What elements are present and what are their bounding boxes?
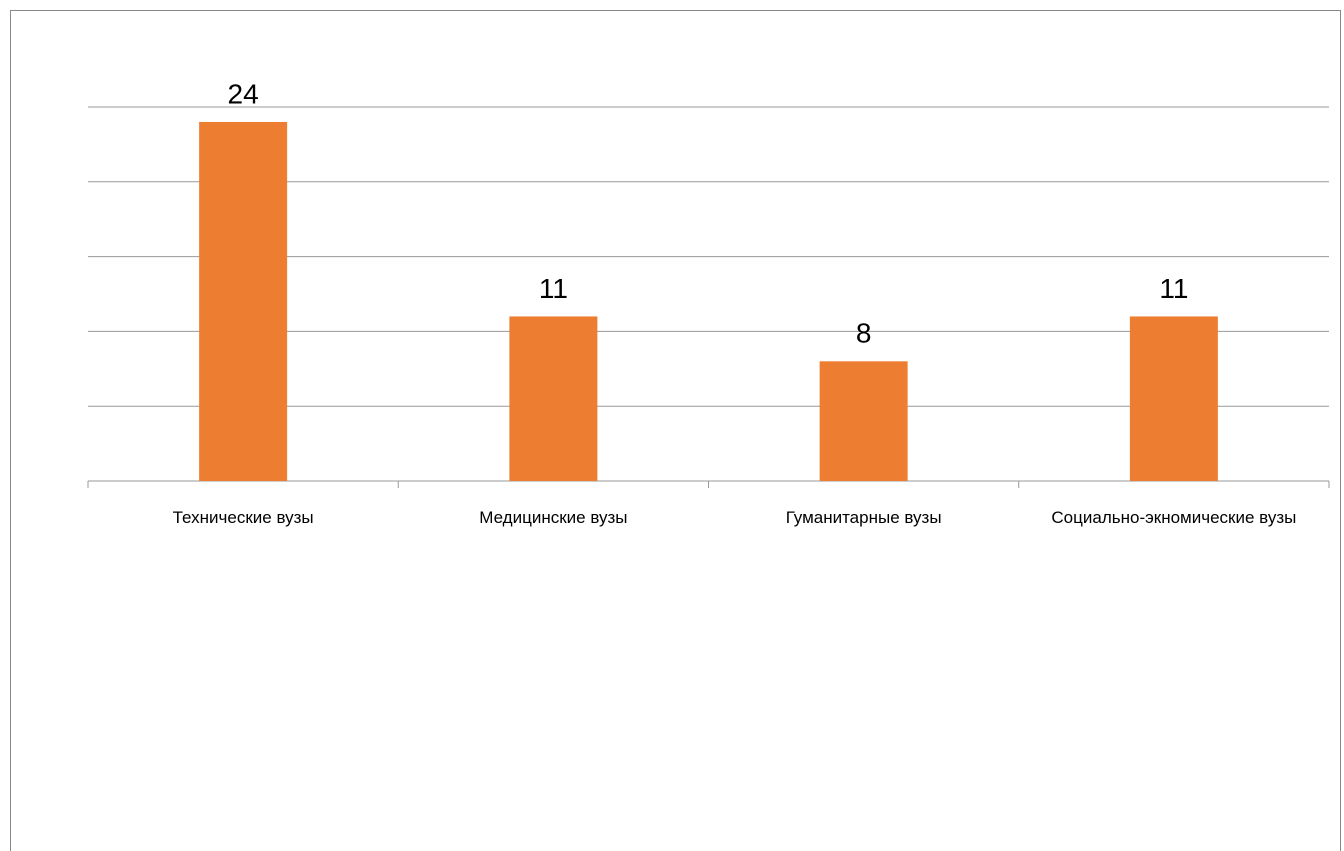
- bar: [819, 361, 908, 481]
- x-tick-label: Социально-экномические вузы: [1051, 508, 1297, 527]
- data-label: 24: [228, 78, 259, 109]
- x-tick-label-box: Гуманитарные вузы: [785, 508, 942, 527]
- x-tick-label-box: Технические вузы: [172, 508, 314, 527]
- data-label: 8: [856, 318, 872, 349]
- data-label: 11: [539, 273, 568, 304]
- x-tick-label-box: Социально-экномические вузы: [1051, 508, 1297, 527]
- x-tick-label: Медицинские вузы: [479, 508, 628, 527]
- x-tick-label: Гуманитарные вузы: [785, 508, 942, 527]
- bar: [199, 121, 288, 482]
- chart-frame: [10, 10, 1341, 851]
- bar: [509, 316, 598, 481]
- x-tick-label-box: Медицинские вузы: [479, 508, 628, 527]
- data-label: 11: [1159, 273, 1188, 304]
- x-tick-label: Технические вузы: [172, 508, 314, 527]
- bar: [1129, 316, 1218, 481]
